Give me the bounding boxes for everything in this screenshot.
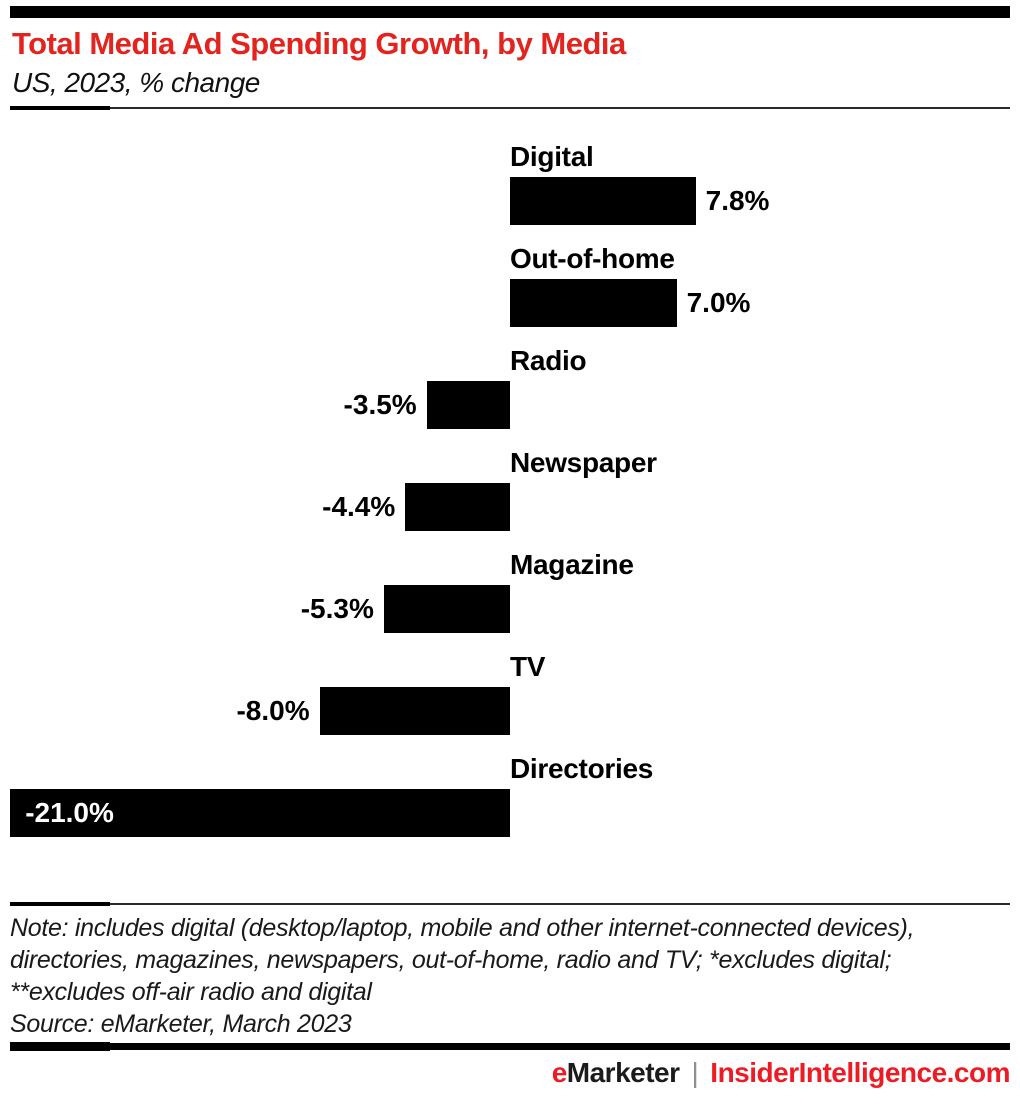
header-divider [10, 106, 1010, 110]
bar [405, 483, 510, 531]
bar-row: Magazine -5.3% [10, 546, 1010, 648]
bar [510, 177, 696, 225]
category-label: Newspaper [510, 447, 657, 478]
bar-chart: Digital 7.8% Out-of-home 7.0% Radio -3.5… [10, 138, 1010, 852]
note-line-3: **excludes off-air radio and digital [10, 978, 372, 1006]
brand-footer: eMarketer | InsiderIntelligence.com [10, 1056, 1011, 1089]
bar [383, 585, 510, 633]
bar-row: Out-of-home 7.0% [10, 240, 1010, 342]
value-label: -4.4% [322, 491, 396, 522]
value-label: -21.0% [25, 797, 114, 828]
bar-row: TV -8.0% [10, 648, 1010, 750]
category-label: Radio [510, 345, 587, 376]
emarketer-logo-e: e [551, 1057, 568, 1088]
chart-title: Total Media Ad Spending Growth, by Media [12, 26, 626, 61]
note-line-1: Note: includes digital (desktop/laptop, … [10, 914, 915, 942]
category-label: Magazine [510, 549, 634, 580]
category-label: TV [510, 651, 546, 682]
bar-row: Radio -3.5% [10, 342, 1010, 444]
category-label: Directories [510, 753, 653, 784]
value-label: -3.5% [343, 389, 417, 420]
value-label: 7.8% [705, 185, 770, 216]
chart-note: Note: includes digital (desktop/laptop, … [10, 912, 1010, 1008]
category-label: Out-of-home [510, 243, 675, 274]
category-label: Digital [510, 141, 594, 172]
bar-row: Directories -21.0% [10, 750, 1010, 852]
bottom-accent-bar [10, 1042, 1010, 1051]
value-label: -8.0% [236, 695, 310, 726]
top-accent-bar [10, 6, 1010, 18]
emarketer-logo-rest: Marketer [566, 1057, 680, 1088]
chart-subtitle: US, 2023, % change [12, 67, 260, 98]
chart-source: Source: eMarketer, March 2023 [10, 1010, 352, 1038]
bar [426, 381, 510, 429]
note-line-2: directories, magazines, newspapers, out-… [10, 946, 892, 974]
insider-intelligence-link[interactable]: InsiderIntelligence.com [710, 1057, 1010, 1088]
bar [10, 789, 510, 837]
chart-page: Total Media Ad Spending Growth, by Media… [0, 6, 1020, 1089]
brand-divider: | [691, 1057, 699, 1088]
emarketer-logo: eMarketer [552, 1057, 680, 1088]
bar [510, 279, 677, 327]
value-label: -5.3% [300, 593, 374, 624]
bar [319, 687, 510, 735]
bar-row: Newspaper -4.4% [10, 444, 1010, 546]
bar-row: Digital 7.8% [10, 138, 1010, 240]
value-label: 7.0% [686, 287, 751, 318]
note-divider [10, 902, 1010, 906]
